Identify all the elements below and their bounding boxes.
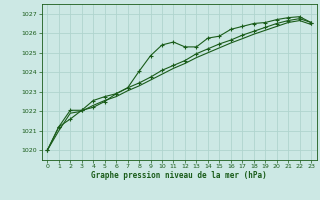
X-axis label: Graphe pression niveau de la mer (hPa): Graphe pression niveau de la mer (hPa) [91, 171, 267, 180]
